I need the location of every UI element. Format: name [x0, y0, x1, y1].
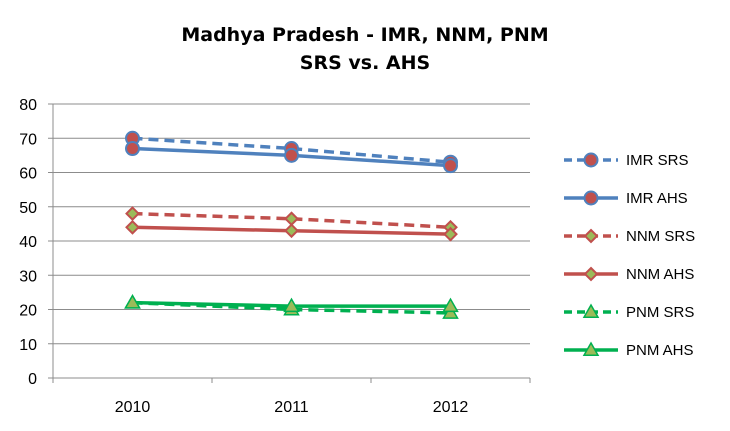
x-tick-label: 2012 [433, 399, 469, 416]
legend-swatch-marker [583, 266, 599, 282]
x-tick-label: 2011 [274, 399, 309, 416]
legend-entry: PNM AHS [564, 341, 694, 359]
legend-entry: IMR AHS [564, 190, 688, 207]
legend-swatch-marker [583, 152, 599, 168]
y-tick-label: 50 [19, 200, 37, 217]
legend-entry: NNM SRS [564, 228, 695, 245]
data-point [124, 294, 141, 309]
chart-subtitle: SRS vs. AHS [300, 52, 430, 74]
data-point [283, 297, 300, 313]
plot-area [124, 130, 459, 319]
legend-swatch-marker [582, 341, 600, 356]
data-point [442, 297, 459, 313]
data-point [125, 206, 140, 222]
series-line [132, 136, 451, 164]
axes [48, 103, 531, 383]
y-tick-label: 40 [19, 234, 37, 251]
legend-swatch-marker [583, 190, 599, 206]
y-tick-label: 0 [28, 371, 37, 388]
data-point [284, 211, 299, 227]
legend-label: IMR AHS [626, 190, 688, 207]
x-tick-label: 2010 [115, 399, 151, 416]
series-nnm-ahs [125, 219, 458, 242]
y-tick-label: 80 [19, 97, 37, 114]
y-tick-label: 10 [19, 337, 37, 354]
legend-label: NNM SRS [626, 228, 695, 245]
legend-swatch-marker [583, 228, 599, 244]
y-tick-label: 70 [19, 131, 37, 148]
legend-entry: PNM SRS [564, 303, 694, 321]
data-point [443, 226, 458, 242]
legend-label: IMR SRS [626, 152, 689, 169]
legend-swatch-marker [582, 303, 600, 318]
data-point [443, 158, 458, 174]
chart-title: Madhya Pradesh - IMR, NNM, PNM [181, 24, 548, 46]
legend-label: NNM AHS [626, 266, 694, 283]
data-point [284, 223, 299, 239]
y-tick-label: 60 [19, 166, 37, 183]
y-tick-label: 30 [19, 268, 37, 285]
legend-entry: NNM AHS [564, 266, 694, 283]
y-axis-ticks: 0 10 20 30 40 50 60 70 80 [19, 97, 37, 388]
series-nnm-srs [125, 206, 458, 235]
series-imr-ahs [125, 141, 458, 174]
data-point [125, 141, 140, 157]
x-axis-ticks: 2010 2011 2012 [115, 399, 469, 416]
data-point [284, 147, 299, 163]
y-tick-label: 20 [19, 303, 37, 320]
legend: IMR SRS IMR AHS NNM SRS NNM AHS PNM SRS PNM A… [564, 152, 695, 359]
series-line [132, 211, 451, 230]
legend-label: PNM SRS [626, 304, 694, 321]
data-point [125, 219, 140, 235]
series-pnm-ahs [124, 294, 459, 313]
legend-label: PNM AHS [626, 342, 694, 359]
legend-entry: IMR SRS [564, 152, 689, 169]
